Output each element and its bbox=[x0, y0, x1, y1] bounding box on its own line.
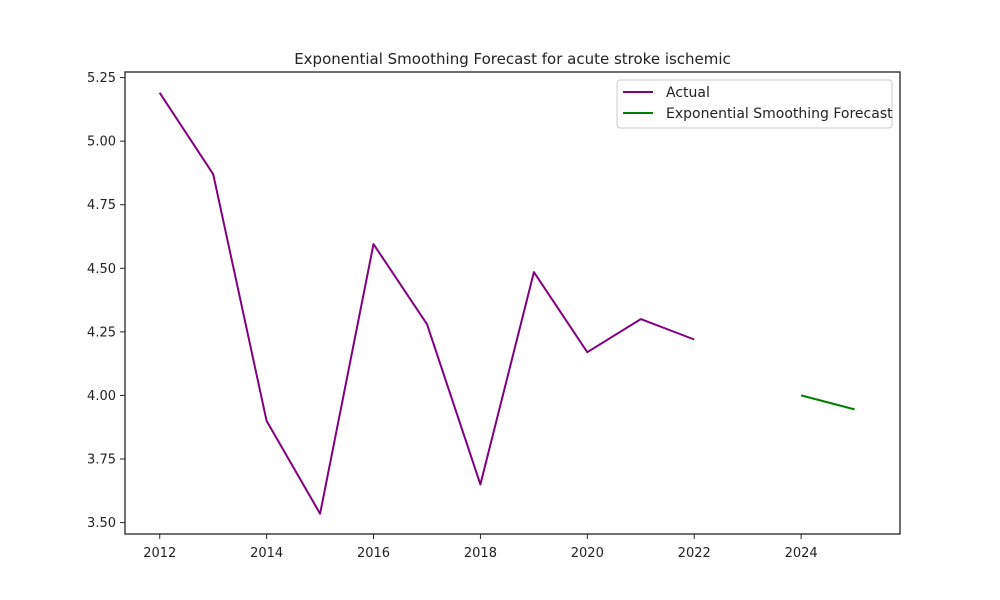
y-tick-label-4.50: 4.50 bbox=[87, 262, 116, 277]
y-axis: 3.50 3.75 4.00 4.25 4.50 4.75 5.00 5.25 bbox=[87, 71, 125, 531]
legend-label-forecast: Exponential Smoothing Forecast bbox=[666, 106, 893, 122]
y-tick-label-5.00: 5.00 bbox=[87, 135, 116, 150]
y-tick-label-3.75: 3.75 bbox=[87, 452, 116, 467]
y-tick-label-4.75: 4.75 bbox=[87, 198, 116, 213]
series-line-exponential-smoothing-forecast bbox=[800, 394, 855, 411]
legend-label-actual: Actual bbox=[666, 85, 710, 101]
y-tick-label-4.25: 4.25 bbox=[87, 325, 116, 340]
x-tick-label-2018: 2018 bbox=[464, 546, 497, 561]
y-tick-label-4.00: 4.00 bbox=[87, 389, 116, 404]
x-tick-label-2020: 2020 bbox=[571, 546, 604, 561]
legend-box bbox=[616, 79, 893, 129]
legend: Actual Exponential Smoothing Forecast bbox=[616, 79, 893, 129]
y-tick-label-3.50: 3.50 bbox=[87, 516, 116, 531]
chart-title: Exponential Smoothing Forecast for acute… bbox=[294, 50, 731, 68]
y-tick-label-5.25: 5.25 bbox=[87, 71, 116, 86]
x-tick-label-2012: 2012 bbox=[143, 546, 176, 561]
x-tick-label-2022: 2022 bbox=[678, 546, 711, 561]
x-tick-label-2016: 2016 bbox=[357, 546, 390, 561]
x-tick-label-2014: 2014 bbox=[250, 546, 283, 561]
series-line-actual bbox=[158, 92, 695, 515]
plot-frame bbox=[124, 71, 901, 535]
plot-marks bbox=[158, 92, 855, 515]
x-tick-label-2024: 2024 bbox=[785, 546, 818, 561]
x-axis: 2012 2014 2016 2018 2020 2022 2024 bbox=[143, 534, 818, 561]
